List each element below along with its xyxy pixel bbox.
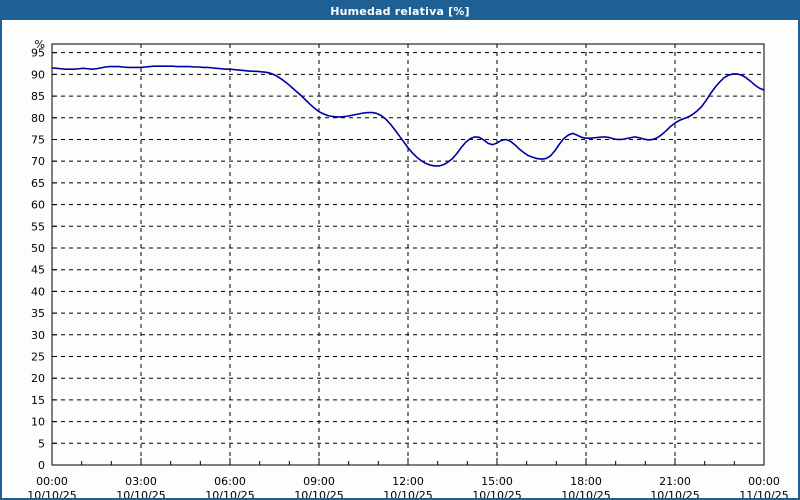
series-humedad-relativa bbox=[51, 65, 765, 167]
y-tick-label: 75 bbox=[31, 133, 45, 146]
x-tick-date-label: 10/10/25 bbox=[116, 489, 165, 498]
y-tick-label: 25 bbox=[31, 350, 45, 363]
y-tick-label: 55 bbox=[31, 220, 45, 233]
y-tick-label: 5 bbox=[38, 437, 45, 450]
x-tick-date-label: 10/10/25 bbox=[294, 489, 343, 498]
y-tick-label: 80 bbox=[31, 112, 45, 125]
x-tick-time-label: 09:00 bbox=[303, 475, 335, 488]
y-tick-label: 35 bbox=[31, 307, 45, 320]
x-tick-date-label: 10/10/25 bbox=[650, 489, 699, 498]
y-tick-label: 45 bbox=[31, 264, 45, 277]
y-tick-label: 85 bbox=[31, 90, 45, 103]
x-tick-time-label: 06:00 bbox=[214, 475, 246, 488]
y-tick-label: 60 bbox=[31, 199, 45, 212]
vertical-gridlines bbox=[140, 44, 676, 464]
x-tick-time-label: 21:00 bbox=[659, 475, 691, 488]
x-axis-tick-labels: 00:0010/10/2503:0010/10/2506:0010/10/250… bbox=[27, 475, 788, 498]
x-tick-date-label: 10/10/25 bbox=[383, 489, 432, 498]
x-tick-time-label: 03:00 bbox=[125, 475, 157, 488]
y-tick-label: 70 bbox=[31, 155, 45, 168]
series-line-humedad-relativa bbox=[51, 65, 765, 167]
x-tick-date-label: 10/10/25 bbox=[205, 489, 254, 498]
y-tick-label: 50 bbox=[31, 242, 45, 255]
humidity-line-chart: 0 5 10 15 20 25 30 35 40 45 50 55 60 65 70 75 80 85 90 95 0… bbox=[27, 38, 788, 498]
y-tick-label: 95 bbox=[31, 47, 45, 60]
x-tick-date-label: 10/10/25 bbox=[27, 489, 76, 498]
x-axis-ticks bbox=[51, 458, 765, 465]
x-tick-time-label: 12:00 bbox=[392, 475, 424, 488]
y-axis-unit-label: % bbox=[35, 38, 45, 51]
x-tick-time-label: 00:00 bbox=[748, 475, 780, 488]
window-title-bar: Humedad relativa [%] bbox=[2, 2, 798, 20]
y-tick-label: 65 bbox=[31, 177, 45, 190]
y-tick-label: 30 bbox=[31, 329, 45, 342]
y-axis-ticks bbox=[52, 52, 57, 466]
y-tick-label: 15 bbox=[31, 394, 45, 407]
x-tick-time-label: 18:00 bbox=[570, 475, 602, 488]
x-tick-time-label: 00:00 bbox=[36, 475, 68, 488]
page-title: Humedad relativa [%] bbox=[330, 4, 470, 18]
x-tick-time-label: 15:00 bbox=[481, 475, 513, 488]
x-tick-date-label: 10/10/25 bbox=[561, 489, 610, 498]
x-tick-date-label: 11/10/25 bbox=[739, 489, 788, 498]
y-tick-label: 40 bbox=[31, 285, 45, 298]
y-tick-label: 10 bbox=[31, 416, 45, 429]
y-tick-label: 20 bbox=[31, 372, 45, 385]
plot-border bbox=[51, 43, 765, 466]
y-tick-label: 0 bbox=[38, 459, 45, 472]
y-tick-label: 90 bbox=[31, 68, 45, 81]
plot-container: 0 5 10 15 20 25 30 35 40 45 50 55 60 65 70 75 80 85 90 95 0… bbox=[2, 20, 798, 498]
x-tick-date-label: 10/10/25 bbox=[472, 489, 521, 498]
y-axis-tick-labels: 0 5 10 15 20 25 30 35 40 45 50 55 60 65 70 75 80 85 90 95 bbox=[31, 47, 45, 472]
axis-frame bbox=[51, 43, 765, 466]
